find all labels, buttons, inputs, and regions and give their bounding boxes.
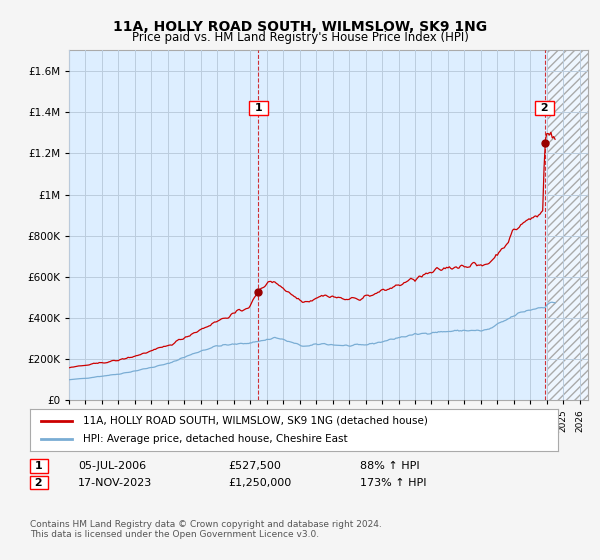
Text: £527,500: £527,500: [228, 461, 281, 471]
Text: 05-JUL-2006: 05-JUL-2006: [78, 461, 146, 471]
Text: 11A, HOLLY ROAD SOUTH, WILMSLOW, SK9 1NG: 11A, HOLLY ROAD SOUTH, WILMSLOW, SK9 1NG: [113, 20, 487, 34]
Text: 1: 1: [31, 461, 47, 471]
Text: 17-NOV-2023: 17-NOV-2023: [78, 478, 152, 488]
Bar: [547, 50, 588, 400]
Text: 11A, HOLLY ROAD SOUTH, WILMSLOW, SK9 1NG (detached house): 11A, HOLLY ROAD SOUTH, WILMSLOW, SK9 1NG…: [83, 416, 428, 426]
Text: 2: 2: [537, 103, 553, 113]
Text: £1,250,000: £1,250,000: [228, 478, 291, 488]
Text: Contains HM Land Registry data © Crown copyright and database right 2024.
This d: Contains HM Land Registry data © Crown c…: [30, 520, 382, 539]
Text: 2: 2: [31, 478, 47, 488]
Text: Price paid vs. HM Land Registry's House Price Index (HPI): Price paid vs. HM Land Registry's House …: [131, 31, 469, 44]
Text: 88% ↑ HPI: 88% ↑ HPI: [360, 461, 419, 471]
Text: 1: 1: [251, 103, 266, 113]
Text: 173% ↑ HPI: 173% ↑ HPI: [360, 478, 427, 488]
Bar: [547, 50, 588, 400]
Text: HPI: Average price, detached house, Cheshire East: HPI: Average price, detached house, Ches…: [83, 434, 347, 444]
